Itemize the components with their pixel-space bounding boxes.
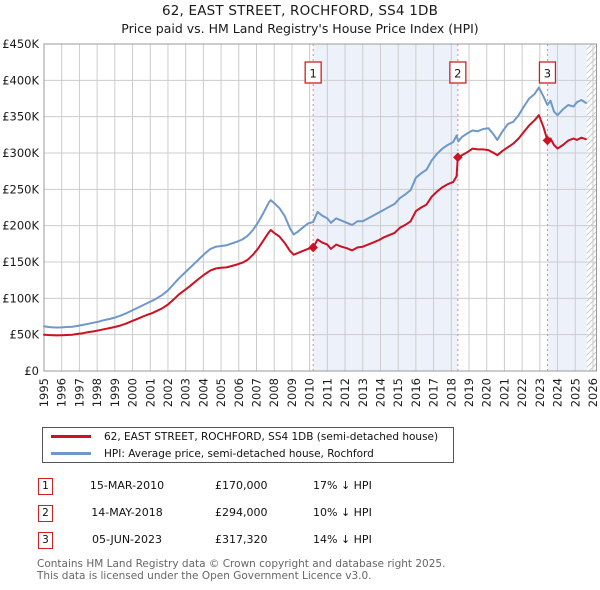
transactions-table: 1 15-MAR-2010 £170,000 17% ↓ HPI 2 14-MA… <box>38 477 568 558</box>
legend-item-hpi: HPI: Average price, semi-detached house,… <box>51 447 453 461</box>
svg-text:2024: 2024 <box>551 378 565 407</box>
table-row: 1 15-MAR-2010 £170,000 17% ↓ HPI <box>38 477 568 504</box>
table-row: 3 05-JUN-2023 £317,320 14% ↓ HPI <box>38 531 568 558</box>
copyright-line2: This data is licensed under the Open Gov… <box>37 569 372 582</box>
svg-text:1998: 1998 <box>90 378 104 407</box>
svg-text:3: 3 <box>544 67 551 81</box>
svg-text:£100K: £100K <box>2 291 39 305</box>
svg-text:£0: £0 <box>24 364 39 378</box>
svg-text:2013: 2013 <box>356 378 370 407</box>
sale-price: £317,320 <box>215 533 268 546</box>
svg-text:£200K: £200K <box>2 219 39 233</box>
svg-text:2001: 2001 <box>143 378 157 407</box>
svg-text:2010: 2010 <box>303 378 317 407</box>
legend-label-price-paid: 62, EAST STREET, ROCHFORD, SS4 1DB (semi… <box>104 430 439 443</box>
svg-text:2006: 2006 <box>232 378 246 407</box>
svg-text:2005: 2005 <box>214 378 228 407</box>
svg-text:1999: 1999 <box>108 378 122 407</box>
svg-text:1996: 1996 <box>55 378 69 407</box>
svg-text:2011: 2011 <box>320 378 334 407</box>
svg-text:£450K: £450K <box>2 37 39 51</box>
svg-text:£50K: £50K <box>10 328 40 342</box>
svg-text:2009: 2009 <box>285 378 299 407</box>
legend-box: 62, EAST STREET, ROCHFORD, SS4 1DB (semi… <box>42 427 454 463</box>
svg-text:2019: 2019 <box>462 378 476 407</box>
svg-text:2018: 2018 <box>444 378 458 407</box>
svg-text:1997: 1997 <box>72 378 86 407</box>
legend-swatch-price-paid <box>51 435 91 438</box>
price-history-chart: £0 £50K £100K £150K £200K £250K £300K £350K £400… <box>2 37 600 407</box>
svg-text:2012: 2012 <box>338 378 352 407</box>
svg-text:2003: 2003 <box>179 378 193 407</box>
svg-text:2014: 2014 <box>373 378 387 407</box>
svg-text:2004: 2004 <box>196 378 210 407</box>
legend-swatch-hpi <box>51 452 91 455</box>
sale-number-box: 2 <box>38 505 53 522</box>
svg-text:1995: 1995 <box>37 378 51 407</box>
svg-text:2: 2 <box>454 67 461 81</box>
sale-vs-hpi: 10% ↓ HPI <box>313 506 372 519</box>
sale-price: £294,000 <box>215 506 268 519</box>
sale-date: 05-JUN-2023 <box>91 533 163 546</box>
sale-date: 15-MAR-2010 <box>89 479 165 492</box>
svg-text:£400K: £400K <box>2 73 39 87</box>
page-title: 62, EAST STREET, ROCHFORD, SS4 1DB <box>161 3 439 19</box>
page-subtitle: Price paid vs. HM Land Registry's House … <box>121 21 479 36</box>
svg-text:£150K: £150K <box>2 255 39 269</box>
svg-text:2015: 2015 <box>391 378 405 407</box>
svg-text:2020: 2020 <box>480 378 494 407</box>
sale-date: 14-MAY-2018 <box>91 506 163 519</box>
svg-text:1: 1 <box>310 67 317 81</box>
copyright-line1: Contains HM Land Registry data © Crown c… <box>37 558 446 570</box>
svg-text:2017: 2017 <box>427 378 441 407</box>
svg-text:2023: 2023 <box>533 378 547 407</box>
svg-text:2008: 2008 <box>267 378 281 407</box>
svg-text:£350K: £350K <box>2 110 39 124</box>
sale-number-box: 3 <box>38 532 53 549</box>
sale-price: £170,000 <box>215 479 268 492</box>
svg-text:£250K: £250K <box>2 182 39 196</box>
legend-label-hpi: HPI: Average price, semi-detached house,… <box>104 447 374 460</box>
svg-text:2026: 2026 <box>586 378 600 407</box>
legend-item-price-paid: 62, EAST STREET, ROCHFORD, SS4 1DB (semi… <box>51 430 453 444</box>
svg-text:2025: 2025 <box>568 378 582 407</box>
svg-text:2000: 2000 <box>126 378 140 407</box>
svg-text:2022: 2022 <box>515 378 529 407</box>
svg-text:2021: 2021 <box>497 378 511 407</box>
sale-vs-hpi: 14% ↓ HPI <box>313 533 372 546</box>
sale-number-box: 1 <box>38 478 53 495</box>
svg-text:2007: 2007 <box>250 378 264 407</box>
table-row: 2 14-MAY-2018 £294,000 10% ↓ HPI <box>38 504 568 531</box>
sale-vs-hpi: 17% ↓ HPI <box>313 479 372 492</box>
copyright-notice: Contains HM Land Registry data © Crown c… <box>37 558 577 582</box>
svg-text:£300K: £300K <box>2 146 39 160</box>
svg-text:2016: 2016 <box>409 378 423 407</box>
svg-text:2002: 2002 <box>161 378 175 407</box>
